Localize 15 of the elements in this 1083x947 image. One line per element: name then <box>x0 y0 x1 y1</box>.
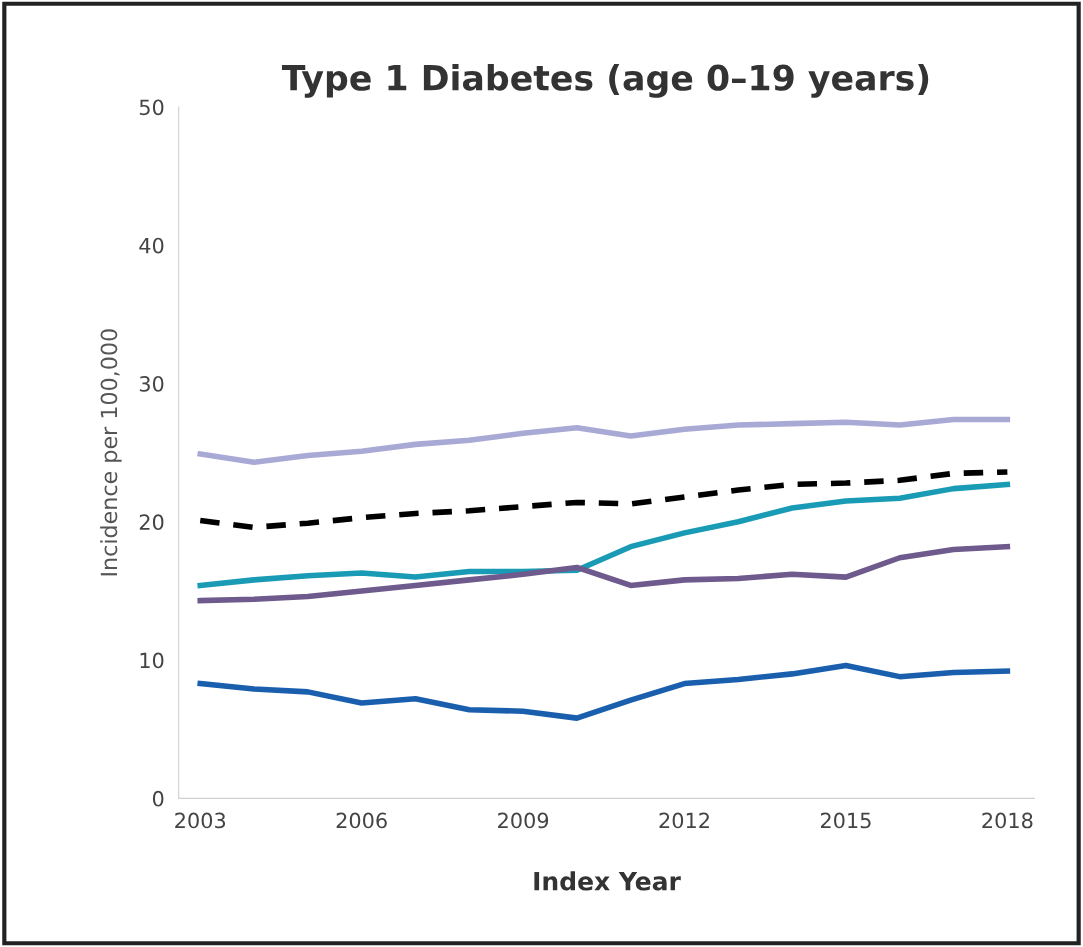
x-tick-label: 2018 <box>982 812 1033 829</box>
x-tick-label: 2012 <box>659 812 709 829</box>
chart-title: Type 1 Diabetes (age 0–19 years) <box>281 63 929 98</box>
x-tick-label: 2006 <box>336 812 387 829</box>
y-tick-label: 30 <box>139 375 164 392</box>
x-tick-label: 2009 <box>498 812 549 829</box>
y-axis-title: Incidence per 100,000 <box>100 329 122 576</box>
x-axis-title: Index Year <box>534 871 681 891</box>
y-tick-label: 20 <box>139 514 164 531</box>
x-tick-label: 2003 <box>175 812 226 829</box>
y-tick-label: 0 <box>152 790 164 807</box>
y-tick-label: 10 <box>140 652 164 669</box>
y-tick-label: 40 <box>139 237 164 254</box>
y-tick-label: 50 <box>139 99 164 116</box>
x-tick-label: 2015 <box>820 812 871 829</box>
